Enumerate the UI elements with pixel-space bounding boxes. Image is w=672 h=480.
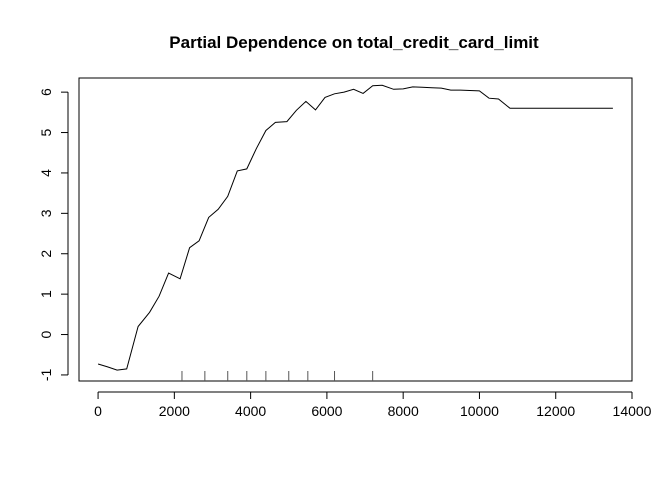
series-group	[97, 84, 613, 371]
y-tick-label: 6	[38, 88, 54, 96]
x-tick-label: 12000	[536, 403, 575, 419]
x-tick-label: 10000	[460, 403, 499, 419]
plot-frame	[78, 77, 633, 382]
y-tick-label: 5	[38, 128, 54, 136]
y-tick-label: 1	[38, 290, 54, 298]
x-tick-label: 14000	[613, 403, 652, 419]
y-tick-label: 3	[38, 209, 54, 217]
chart-title: Partial Dependence on total_credit_card_…	[169, 33, 539, 52]
x-tick-label: 2000	[159, 403, 190, 419]
y-tick-label: 2	[38, 250, 54, 258]
x-tick-label: 6000	[311, 403, 342, 419]
x-tick-label: 0	[94, 403, 102, 419]
x-tick-label: 8000	[388, 403, 419, 419]
x-axis: 0 2000 4000 6000 8000 10000 12000 14000	[94, 391, 652, 419]
x-tick-label: 4000	[235, 403, 266, 419]
rug-marks	[181, 371, 374, 381]
y-axis: -1 0 1 2 3 4 5 6	[38, 88, 69, 382]
y-tick-label: 4	[38, 169, 54, 177]
partial-dependence-line	[97, 84, 613, 371]
y-tick-label: 0	[38, 330, 54, 338]
y-tick-label: -1	[38, 369, 54, 382]
